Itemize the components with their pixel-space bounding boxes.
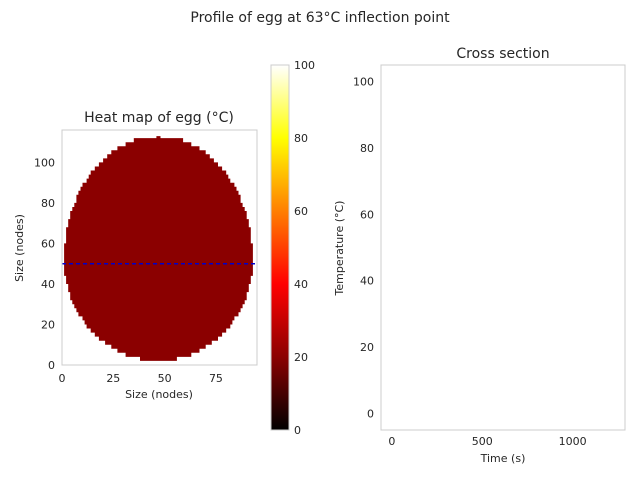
heatmap-y-tick-label: 80 — [41, 197, 55, 210]
colorbar-tick-label: 20 — [294, 351, 308, 364]
colorbar-tick-label: 0 — [294, 424, 301, 437]
heatmap-x-axis-label: Size (nodes) — [125, 388, 193, 401]
heatmap-y-axis-label: Size (nodes) — [13, 214, 26, 282]
cross-section-axes-frame — [380, 64, 626, 431]
cross-section-y-tick-label: 0 — [367, 407, 374, 420]
cross-section-y-tick-label: 40 — [360, 275, 374, 288]
heatmap-axes-frame — [61, 129, 258, 366]
cross-section-y-ticks: 0 20 40 60 80 100 — [353, 76, 374, 421]
cross-section-x-axis-label: Time (s) — [480, 452, 526, 465]
cross-section-y-tick-label: 80 — [360, 142, 374, 155]
cross-section-y-tick-label: 60 — [360, 208, 374, 221]
colorbar-tick-label: 40 — [294, 278, 308, 291]
heatmap-x-tick-label: 50 — [158, 372, 172, 385]
heatmap-y-tick-label: 0 — [48, 359, 55, 372]
colorbar-tick-label: 100 — [294, 59, 315, 72]
heatmap-x-ticks: 0 25 50 75 — [59, 372, 223, 385]
cross-section-x-tick-label: 1000 — [559, 435, 587, 448]
heatmap-x-tick-label: 0 — [59, 372, 66, 385]
egg-heat-region — [64, 136, 253, 361]
cross-section-y-tick-label: 20 — [360, 341, 374, 354]
figure-title: Profile of egg at 63°C inflection point — [190, 10, 450, 26]
heatmap-y-tick-label: 20 — [41, 318, 55, 331]
cross-section-x-tick-label: 500 — [472, 435, 493, 448]
colorbar: 0 20 40 60 80 100 — [270, 59, 315, 437]
heatmap-panel: Heat map of egg (°C) 0 25 50 75 0 20 40 60 80 10… — [13, 110, 258, 401]
egg-heatmap — [64, 136, 253, 361]
colorbar-tick-label: 80 — [294, 132, 308, 145]
cross-section-title: Cross section — [456, 46, 549, 62]
heatmap-y-ticks: 0 20 40 60 80 100 — [34, 156, 55, 372]
colorbar-ticks: 0 20 40 60 80 100 — [294, 59, 315, 437]
colorbar-gradient — [270, 64, 290, 431]
heatmap-y-tick-label: 60 — [41, 237, 55, 250]
heatmap-x-tick-label: 25 — [106, 372, 120, 385]
heatmap-title: Heat map of egg (°C) — [84, 110, 234, 126]
heatmap-x-tick-label: 75 — [209, 372, 223, 385]
cross-section-y-axis-label: Temperature (°C) — [333, 201, 346, 297]
heatmap-y-tick-label: 100 — [34, 156, 55, 169]
cross-section-panel: Cross section 0 500 1000 0 20 40 60 80 100 Time… — [333, 46, 626, 465]
colorbar-tick-label: 60 — [294, 205, 308, 218]
heatmap-y-tick-label: 40 — [41, 278, 55, 291]
cross-section-x-tick-label: 0 — [388, 435, 395, 448]
cross-section-x-ticks: 0 500 1000 — [388, 435, 586, 448]
cross-section-y-tick-label: 100 — [353, 76, 374, 89]
